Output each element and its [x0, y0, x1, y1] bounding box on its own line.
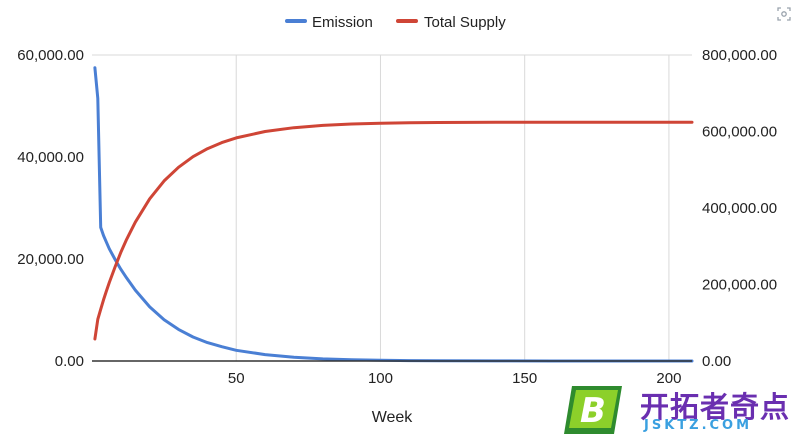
- x-tick-label: 200: [656, 370, 681, 387]
- left-tick-label: 60,000.00: [17, 47, 84, 64]
- watermark-title: 开拓者奇点: [640, 390, 791, 424]
- x-tick-label: 150: [512, 370, 537, 387]
- series-emission: [93, 66, 694, 363]
- right-tick-label: 0.00: [702, 353, 731, 370]
- right-tick-label: 200,000.00: [702, 277, 777, 294]
- zoom-icon[interactable]: [776, 6, 792, 22]
- left-tick-label: 20,000.00: [17, 251, 84, 268]
- legend-label-total-supply: Total Supply: [424, 14, 506, 31]
- legend-swatch-total-supply: [396, 19, 418, 23]
- grid: [92, 54, 692, 361]
- left-tick-label: 0.00: [55, 353, 84, 370]
- series-line-emission: [93, 66, 694, 363]
- right-tick-label: 400,000.00: [702, 200, 777, 217]
- left-tick-label: 40,000.00: [17, 149, 84, 166]
- x-axis-ticks: 50 100 150 200: [228, 370, 682, 387]
- x-axis-title: Week: [372, 409, 414, 426]
- watermark: B 开拓者奇点 JSKTZ.COM: [558, 382, 798, 438]
- watermark-url: JSKTZ.COM: [644, 418, 753, 433]
- series-supply: [93, 120, 694, 341]
- watermark-logo-letter: B: [580, 391, 606, 431]
- legend: Emission Total Supply: [285, 14, 506, 31]
- x-tick-label: 100: [368, 370, 393, 387]
- legend-label-emission: Emission: [312, 14, 373, 31]
- left-axis-ticks: 0.00 20,000.00 40,000.00 60,000.00: [17, 47, 84, 370]
- right-tick-label: 800,000.00: [702, 47, 777, 64]
- right-tick-label: 600,000.00: [702, 124, 777, 141]
- series-line-total-supply: [93, 120, 694, 341]
- legend-swatch-emission: [285, 19, 307, 23]
- watermark-logo-icon: B: [564, 386, 622, 434]
- x-tick-label: 50: [228, 370, 245, 387]
- right-axis-ticks: 0.00 200,000.00 400,000.00 600,000.00 800,00…: [702, 47, 777, 370]
